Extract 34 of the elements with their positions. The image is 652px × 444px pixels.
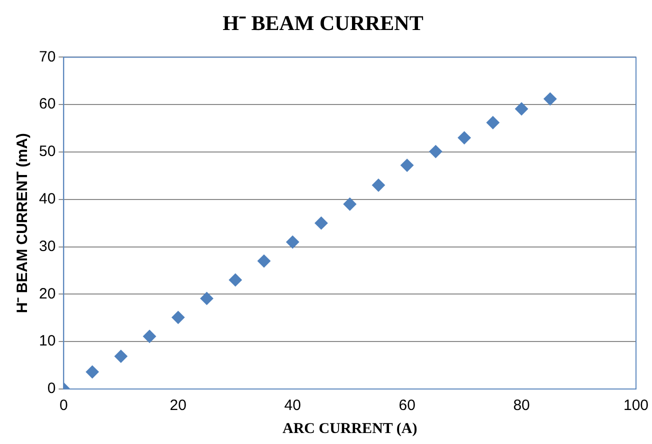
point [172,310,185,324]
y-tick-label: 20 [38,285,56,302]
y-tick-label: 10 [38,332,56,350]
y-tick-label: 30 [38,238,56,255]
x-axis-title: ARC CURRENT (A) [282,420,418,437]
x-tick-label: 0 [60,397,68,414]
point [429,145,442,158]
point [314,216,328,230]
point [343,198,356,211]
x-tick-label: 100 [623,397,649,414]
x-tick-label: 20 [170,397,186,414]
point [372,178,385,192]
y-tick-label: 40 [38,190,56,208]
y-axis-title: H⁻ BEAM CURRENT (mA) [14,133,32,314]
x-tick-label: 60 [398,397,416,414]
point [228,273,242,286]
point [114,350,128,363]
y-tick-label: 60 [38,96,56,113]
chart-title: H⁻ BEAM CURRENT [222,11,424,36]
y-tick-label: 70 [38,48,56,66]
point [544,92,557,106]
y-tick-label: 50 [38,143,56,160]
point [86,365,99,378]
point [257,254,270,268]
point [286,236,300,249]
point [200,292,214,305]
x-tick-label: 80 [513,397,530,414]
point [400,158,414,172]
point [458,131,471,144]
point [143,330,156,343]
point [515,102,528,116]
y-tick-label: 0 [47,380,56,398]
x-tick-label: 40 [284,397,301,414]
point [486,116,500,130]
